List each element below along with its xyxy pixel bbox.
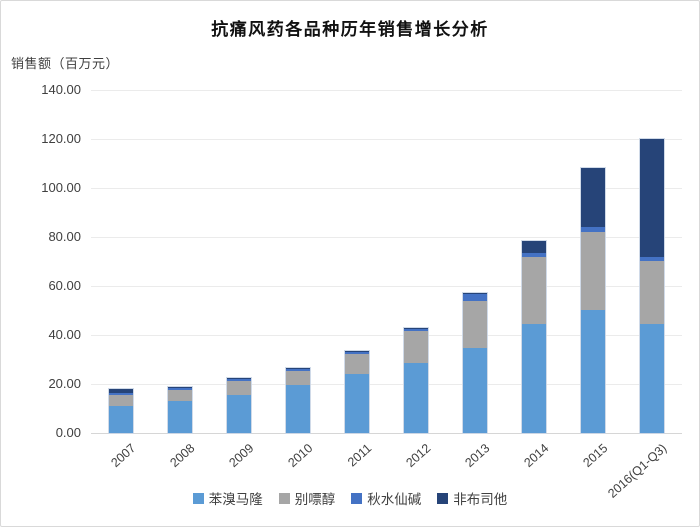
bar-segment-别嘌醇 — [463, 300, 488, 348]
gridline — [91, 139, 682, 140]
gridline — [91, 286, 682, 287]
x-tick-label: 2007 — [107, 441, 138, 471]
y-tick-label: 40.00 — [48, 327, 81, 342]
legend: 苯溴马隆 别嘌醇 秋水仙碱 非布司他 — [1, 488, 699, 508]
legend-item-非布司他: 非布司他 — [437, 488, 507, 508]
bar-segment-非布司他 — [640, 139, 665, 258]
legend-item-秋水仙碱: 秋水仙碱 — [351, 488, 421, 508]
bar-2014 — [521, 240, 548, 434]
bar-segment-别嘌醇 — [581, 231, 606, 311]
x-tick-label: 2015 — [580, 441, 611, 471]
y-tick-label: 80.00 — [48, 229, 81, 244]
bar-segment-秋水仙碱 — [226, 378, 251, 381]
x-tick-label: 2008 — [166, 441, 198, 471]
y-axis-unit-label: 销售额（百万元） — [11, 56, 120, 71]
bar-segment-非布司他 — [581, 168, 606, 227]
y-tick-label: 60.00 — [48, 278, 81, 293]
bar-segment-苯溴马隆 — [226, 394, 251, 433]
bar-segment-苯溴马隆 — [108, 406, 133, 433]
gridline — [91, 384, 682, 385]
bar-segment-别嘌醇 — [344, 353, 369, 375]
bar-segment-非布司他 — [344, 350, 369, 353]
bar-2011 — [343, 349, 370, 434]
x-tick-label: 2009 — [226, 441, 257, 471]
gridline — [91, 335, 682, 336]
bar-segment-苯溴马隆 — [167, 401, 192, 433]
bar-segment-非布司他 — [108, 389, 133, 393]
x-tick-label: 2014 — [521, 441, 552, 471]
y-tick-label: 20.00 — [48, 376, 81, 391]
bar-2016(Q1-Q3) — [639, 138, 666, 434]
legend-swatch-icon — [351, 492, 363, 504]
bar-2013 — [462, 292, 489, 434]
gridline — [91, 90, 682, 91]
bar-segment-别嘌醇 — [640, 260, 665, 325]
bar-segment-秋水仙碱 — [404, 328, 429, 332]
legend-label: 非布司他 — [453, 492, 508, 507]
chart-title: 抗痛风药各品种历年销售增长分析 — [211, 20, 489, 39]
bar-segment-非布司他 — [463, 293, 488, 295]
legend-swatch-icon — [437, 492, 449, 504]
bar-segment-别嘌醇 — [285, 370, 310, 386]
bar-2008 — [166, 385, 193, 434]
bar-segment-苯溴马隆 — [463, 347, 488, 433]
bar-segment-别嘌醇 — [108, 394, 133, 406]
bar-segment-苯溴马隆 — [344, 374, 369, 433]
bar-segment-秋水仙碱 — [108, 392, 133, 395]
bar-segment-苯溴马隆 — [404, 362, 429, 433]
legend-label: 别嘌醇 — [294, 492, 336, 507]
bar-segment-非布司他 — [167, 386, 192, 388]
gridline — [91, 237, 682, 238]
y-tick-label: 0.00 — [55, 425, 81, 440]
bar-segment-别嘌醇 — [522, 256, 547, 325]
legend-label: 秋水仙碱 — [367, 492, 422, 507]
x-tick-label: 2011 — [344, 441, 375, 470]
bar-segment-别嘌醇 — [404, 331, 429, 363]
gridline — [91, 188, 682, 189]
x-tick-label: 2010 — [285, 441, 316, 471]
bar-segment-苯溴马隆 — [285, 385, 310, 433]
y-tick-label: 120.00 — [41, 131, 81, 146]
bar-2012 — [403, 326, 430, 434]
bar-segment-苯溴马隆 — [640, 324, 665, 433]
bar-2007 — [107, 388, 134, 434]
bar-segment-别嘌醇 — [226, 380, 251, 395]
bar-segment-非布司他 — [404, 327, 429, 329]
bar-segment-秋水仙碱 — [344, 352, 369, 354]
bar-segment-秋水仙碱 — [640, 257, 665, 261]
bar-segment-秋水仙碱 — [285, 368, 310, 371]
bar-segment-别嘌醇 — [167, 389, 192, 402]
bar-segment-秋水仙碱 — [463, 294, 488, 301]
bar-2015 — [580, 167, 607, 434]
legend-item-苯溴马隆: 苯溴马隆 — [192, 488, 263, 508]
bar-segment-秋水仙碱 — [522, 253, 547, 257]
bar-segment-非布司他 — [522, 241, 547, 254]
bar-segment-非布司他 — [226, 377, 251, 379]
bar-segment-苯溴马隆 — [522, 324, 547, 433]
bar-2010 — [284, 366, 311, 434]
legend-swatch-icon — [192, 492, 204, 504]
bar-segment-秋水仙碱 — [167, 387, 192, 390]
legend-swatch-icon — [278, 492, 290, 504]
y-tick-label: 100.00 — [41, 180, 81, 195]
x-tick-label: 2013 — [462, 441, 493, 471]
y-tick-label: 140.00 — [41, 82, 81, 97]
x-axis-line — [91, 433, 682, 434]
bar-segment-苯溴马隆 — [581, 310, 606, 433]
bar-2009 — [225, 376, 252, 434]
x-tick-label: 2012 — [403, 441, 434, 471]
legend-label: 苯溴马隆 — [208, 492, 263, 507]
legend-item-别嘌醇: 别嘌醇 — [278, 488, 336, 508]
bar-segment-秋水仙碱 — [581, 226, 606, 232]
bar-segment-非布司他 — [285, 367, 310, 369]
